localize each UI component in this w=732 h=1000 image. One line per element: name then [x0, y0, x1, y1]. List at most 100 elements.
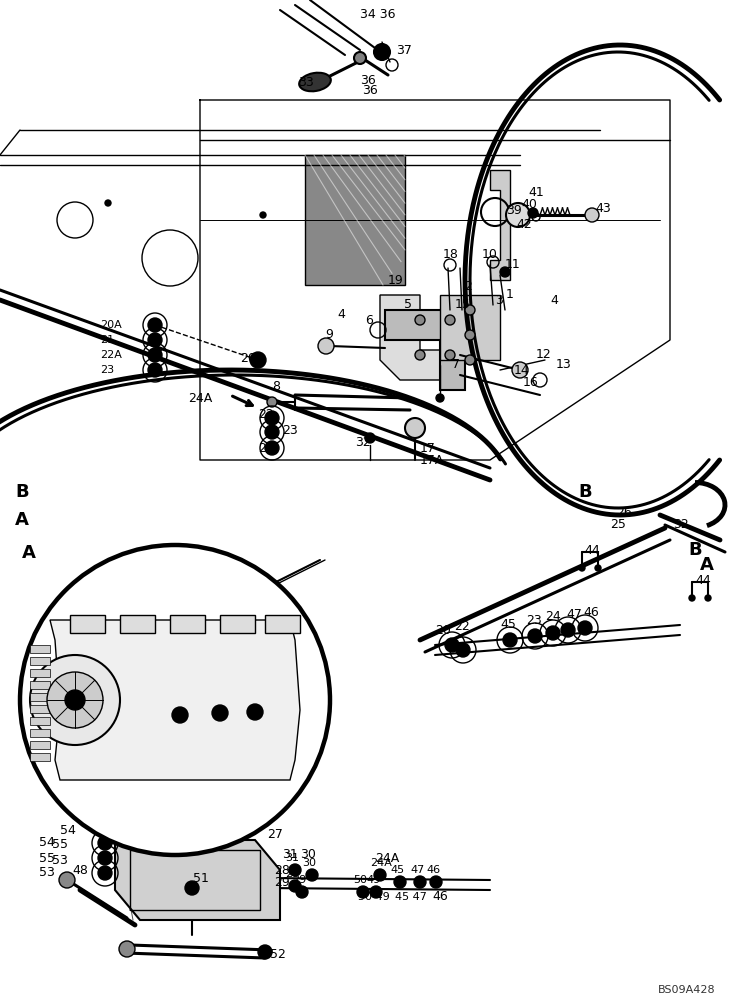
Bar — [305, 155, 405, 285]
Text: 23: 23 — [526, 613, 542, 626]
Circle shape — [357, 886, 369, 898]
Circle shape — [578, 621, 592, 635]
Circle shape — [59, 872, 75, 888]
Text: B: B — [578, 483, 591, 501]
Circle shape — [265, 425, 279, 439]
Text: 10: 10 — [482, 247, 498, 260]
Text: 36: 36 — [360, 74, 376, 87]
Circle shape — [265, 411, 279, 425]
Bar — [265, 615, 300, 633]
Text: 5: 5 — [404, 298, 412, 312]
Text: 46: 46 — [432, 890, 448, 904]
Text: 17: 17 — [420, 442, 436, 454]
Text: 28: 28 — [285, 869, 299, 879]
Polygon shape — [380, 295, 460, 380]
Text: 24A: 24A — [370, 858, 392, 868]
Polygon shape — [115, 840, 280, 920]
Text: 22A: 22A — [100, 350, 122, 360]
Text: 18: 18 — [443, 248, 459, 261]
Circle shape — [119, 941, 135, 957]
Bar — [30, 717, 50, 725]
Polygon shape — [440, 295, 500, 360]
Circle shape — [65, 690, 85, 710]
Circle shape — [370, 886, 382, 898]
Circle shape — [503, 633, 517, 647]
Text: 7: 7 — [452, 359, 460, 371]
Text: 22: 22 — [454, 620, 470, 634]
Text: 36: 36 — [362, 84, 378, 97]
Circle shape — [595, 565, 601, 571]
Text: 4: 4 — [550, 294, 558, 306]
Text: 23: 23 — [100, 365, 114, 375]
Text: 47: 47 — [410, 865, 425, 875]
Text: 49: 49 — [366, 875, 380, 885]
Circle shape — [465, 355, 475, 365]
Circle shape — [585, 208, 599, 222]
Circle shape — [148, 333, 162, 347]
Text: 41: 41 — [528, 186, 544, 200]
Bar — [30, 753, 50, 761]
Circle shape — [289, 880, 301, 892]
Circle shape — [436, 394, 444, 402]
Circle shape — [105, 200, 111, 206]
Text: 45: 45 — [390, 865, 404, 875]
Bar — [30, 645, 50, 653]
Circle shape — [414, 876, 426, 888]
Circle shape — [528, 629, 542, 643]
Circle shape — [161, 826, 175, 840]
Text: 24: 24 — [545, 610, 561, 624]
Circle shape — [30, 655, 120, 745]
Text: 46: 46 — [583, 605, 599, 618]
Text: 14: 14 — [514, 363, 530, 376]
Text: 20: 20 — [240, 352, 256, 364]
Text: 11: 11 — [505, 258, 520, 271]
Text: 6: 6 — [365, 314, 373, 326]
Text: 27: 27 — [267, 828, 283, 842]
Text: 32: 32 — [355, 436, 370, 448]
Circle shape — [20, 545, 330, 855]
Text: 29: 29 — [292, 875, 306, 885]
Circle shape — [506, 203, 530, 227]
Text: 22: 22 — [258, 408, 274, 422]
Text: 55: 55 — [52, 838, 68, 852]
Circle shape — [415, 350, 425, 360]
Circle shape — [512, 362, 528, 378]
Text: 24A: 24A — [188, 391, 212, 404]
Bar — [170, 615, 205, 633]
Circle shape — [265, 441, 279, 455]
Circle shape — [267, 397, 277, 407]
Text: 16: 16 — [523, 376, 539, 389]
Text: 19: 19 — [388, 273, 404, 286]
Circle shape — [47, 672, 103, 728]
Text: 13: 13 — [556, 359, 572, 371]
Text: 24A: 24A — [375, 852, 399, 864]
Circle shape — [415, 315, 425, 325]
Text: A: A — [22, 544, 36, 562]
Text: 32: 32 — [673, 518, 689, 532]
Circle shape — [161, 813, 175, 827]
Text: 1: 1 — [506, 288, 514, 302]
Text: 12: 12 — [536, 349, 552, 361]
Circle shape — [98, 866, 112, 880]
Bar — [30, 741, 50, 749]
Bar — [220, 615, 255, 633]
Text: B: B — [688, 541, 702, 559]
Bar — [30, 681, 50, 689]
Text: 50: 50 — [353, 875, 367, 885]
Text: A: A — [700, 556, 714, 574]
Circle shape — [500, 267, 510, 277]
Circle shape — [394, 876, 406, 888]
Text: 48: 48 — [72, 863, 88, 876]
Text: 45: 45 — [500, 618, 516, 632]
Text: 3: 3 — [495, 294, 503, 306]
Bar — [70, 615, 105, 633]
Bar — [30, 669, 50, 677]
Circle shape — [260, 212, 266, 218]
Circle shape — [465, 330, 475, 340]
Text: 43: 43 — [595, 202, 610, 215]
Bar — [30, 729, 50, 737]
Bar — [30, 705, 50, 713]
Text: 37: 37 — [396, 43, 412, 56]
Text: 17A: 17A — [420, 454, 444, 466]
Text: 24: 24 — [258, 442, 274, 454]
